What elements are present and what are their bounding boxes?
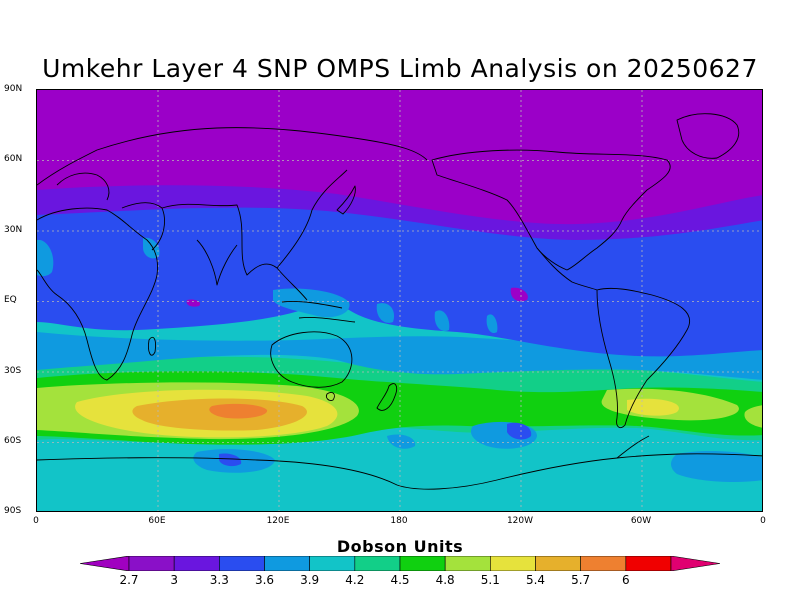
lon-label-120e: 120E — [266, 516, 290, 526]
colorbar-tick-label: 4.8 — [435, 573, 455, 587]
coastlines — [37, 113, 762, 490]
lon-label-60e: 60E — [148, 516, 166, 526]
colorbar-cell — [535, 556, 581, 571]
colorbar-cell — [354, 556, 401, 571]
lat-label-60n: 60N — [4, 154, 23, 164]
lon-label-120w: 120W — [506, 516, 534, 526]
colorbar-tick-label: 5.1 — [480, 573, 500, 587]
gridlines — [37, 90, 762, 511]
lon-label-0-right: 0 — [760, 516, 766, 526]
contour-blob-p1 — [186, 299, 201, 307]
contour-blob-p2 — [510, 287, 528, 302]
colorbar-cell — [309, 556, 356, 571]
ozone-contour-field — [37, 90, 762, 511]
contour-blob-s6 — [387, 434, 416, 449]
lon-label-0-left: 0 — [33, 516, 39, 526]
ozone-map — [36, 89, 763, 512]
colorbar-tick-label: 4.5 — [390, 573, 410, 587]
lon-label-180: 180 — [390, 516, 408, 526]
colorbar-tick-label: 6 — [622, 573, 630, 587]
contour-blob-s5 — [671, 451, 762, 482]
colorbar-cell — [625, 556, 672, 571]
colorbar-tick-label: 3.6 — [254, 573, 275, 587]
colorbar-tick-label: 3.3 — [209, 573, 229, 587]
contour-blob-s2 — [507, 422, 532, 440]
map-title: Umkehr Layer 4 SNP OMPS Limb Analysis on… — [42, 54, 758, 83]
contour-blob-lb1 — [37, 239, 54, 277]
contour-blob-lb4 — [376, 303, 395, 323]
colorbar-cell — [128, 556, 175, 571]
colorbar-cell — [219, 556, 265, 571]
colorbar-cell — [264, 556, 310, 571]
lat-label-60s: 60S — [4, 436, 22, 446]
colorbar-cell — [173, 556, 220, 571]
contour-blob-s4 — [219, 453, 242, 467]
colorbar-cell — [399, 556, 446, 571]
contour-blob-lb6 — [486, 314, 498, 334]
contour-blob-lb5 — [434, 310, 450, 332]
colorbar-tick-label: 4.2 — [345, 573, 365, 587]
contour-b-orange-south — [209, 403, 268, 419]
contour-b-darkblue — [37, 175, 762, 240]
lat-label-90s: 90S — [4, 506, 22, 516]
colorbar-high-end — [670, 556, 720, 571]
colorbar-tick-label: 5.7 — [571, 573, 591, 587]
colorbar-cell — [490, 556, 536, 571]
lat-label-90n: 90N — [4, 84, 23, 94]
colorbar-cell — [444, 556, 491, 571]
colorbar-cell — [580, 556, 627, 571]
colorbar-tick-label: 5.4 — [525, 573, 546, 587]
lat-label-30s: 30S — [4, 366, 22, 376]
colorbar-low-end — [80, 556, 130, 571]
lat-label-30n: 30N — [4, 225, 23, 235]
contour-b-lightblue — [37, 332, 762, 380]
contour-b-purple — [37, 90, 762, 225]
colorbar-tick-label: 3 — [170, 573, 178, 587]
lat-label-eq: EQ — [4, 295, 17, 305]
lon-label-60w: 60W — [630, 516, 652, 526]
colorbar-title: Dobson Units — [336, 537, 464, 556]
colorbar — [80, 556, 720, 571]
colorbar-tick-label: 2.7 — [119, 573, 139, 587]
colorbar-tick-label: 3.9 — [300, 573, 320, 587]
